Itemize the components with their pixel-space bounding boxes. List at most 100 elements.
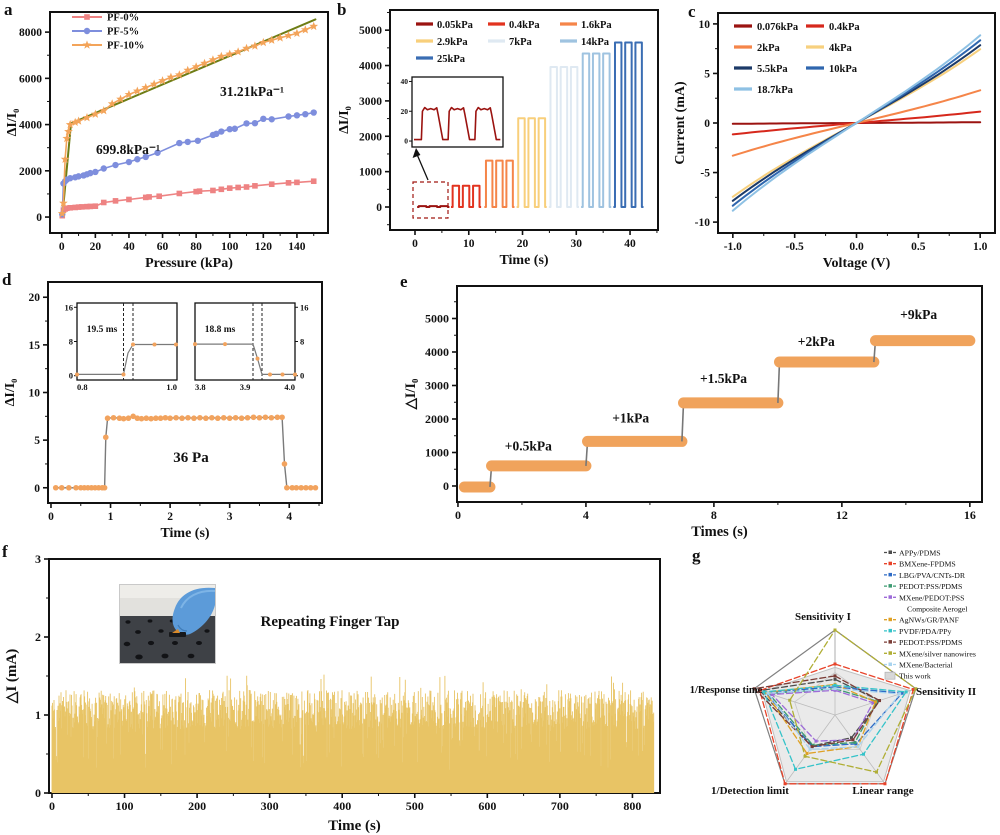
x-tick-label: -0.5 — [786, 241, 804, 253]
series-MXene/silver nanowires — [789, 629, 917, 773]
series-this-work — [761, 666, 911, 783]
chart-e-pressure-steps: 0 4 8 12 16 0 1000 2000 3000 4000 5000 Times (s) △I/… — [403, 285, 983, 540]
inset-ytick: 20 — [401, 107, 409, 116]
y-tick-label: 0 — [35, 786, 41, 800]
panel-letter-d: d — [2, 270, 12, 289]
y-tick-label: 10 — [29, 388, 41, 400]
panel-letter-c: c — [688, 2, 696, 21]
x-tick-label: 30 — [571, 238, 583, 250]
y-tick-label: 8000 — [19, 27, 42, 39]
y-tick-label: 5 — [704, 68, 710, 80]
annotation: 31.21kPa⁻¹ — [220, 84, 284, 99]
axes: 0 20 40 60 80 100 120 140 0 2000 4000 6000 8000 Press… — [5, 11, 329, 270]
x-tick-label: 1 — [108, 511, 114, 523]
axes: 0 10 20 30 40 0 1000 2000 3000 4000 5000 Time (s) ΔI… — [337, 9, 659, 268]
panel-a: a 0 20 40 60 80 100 120 140 0 2000 4000 6000 8000 Pre… — [0, 0, 330, 270]
legend-label: LBG/PVA/CNTs-DR — [899, 571, 966, 580]
legend-label: 4kPa — [829, 43, 853, 54]
y-tick-label: 5000 — [425, 311, 449, 325]
pulses-25kPa — [613, 41, 644, 209]
x-tick-label: 200 — [188, 799, 206, 813]
inset-xtick: 3.8 — [195, 382, 206, 392]
legend-label: MXene/silver nanowires — [899, 649, 976, 658]
legend-label: 0.076kPa — [757, 22, 799, 33]
step-label: +2kPa — [798, 334, 835, 349]
blue-glove-finger — [172, 587, 215, 635]
legend-label: 2.9kPa — [437, 37, 468, 48]
y-tick-label: 4000 — [425, 345, 449, 359]
x-tick-label: 20 — [517, 238, 529, 250]
legend-label: PF-10% — [107, 41, 144, 52]
chart-c-iv-curves: -1.0 -0.5 0.0 0.5 1.0 -10 -5 0 5 10 Voltage (V) Cur… — [673, 12, 996, 270]
axes: 0 1 2 3 4 0 5 10 15 20 Time (s) ΔI/I₀ — [3, 281, 323, 540]
x-tick-label: 16 — [964, 508, 976, 522]
iv-18.7kPa — [731, 34, 982, 212]
legend-label: 1.6kPa — [581, 20, 612, 31]
step-label: +1kPa — [612, 410, 649, 425]
y-tick-label: 1 — [35, 708, 41, 722]
panel-letter-a: a — [4, 0, 13, 19]
panel-d: d 0 1 2 3 4 0 5 10 15 20 Time (s) ΔI/I₀ 36 Pa 0 8 16 0.8… — [0, 270, 330, 540]
inset-xtick: 3.9 — [240, 382, 251, 392]
legend-label-cont: Composite Aerogel — [907, 605, 968, 614]
axis-sensitivity-1: Sensitivity I — [795, 611, 851, 623]
y-tick-label: 0 — [443, 479, 449, 493]
inset-xtick: 1.0 — [166, 382, 177, 392]
y-tick-label: 2000 — [359, 131, 382, 143]
inset-ytick: 40 — [401, 77, 409, 86]
chart-a-sensitivity: 0 20 40 60 80 100 120 140 0 2000 4000 6000 8000 Press… — [5, 11, 329, 270]
x-tick-label: 0 — [59, 241, 65, 253]
x-tick-label: 140 — [288, 241, 306, 253]
pulses-1.6kPa — [484, 159, 515, 209]
x-axis-label: Voltage (V) — [823, 256, 891, 270]
y-tick-label: 4000 — [359, 61, 382, 73]
y-tick-label: 10 — [699, 19, 711, 31]
finger-tap-photo-drawing — [120, 585, 215, 663]
chart-b-pressure-pulses: 0 10 20 30 40 0 1000 2000 3000 4000 5000 Time (s) ΔI… — [337, 9, 659, 268]
inset-pulses — [414, 106, 501, 141]
pulse-groups — [417, 41, 644, 209]
y-tick-label: 4000 — [19, 120, 42, 132]
pulses-0.05kPa — [417, 205, 450, 209]
panel-b: b 0 10 20 30 40 0 1000 2000 3000 4000 5000 Time (s)… — [330, 0, 670, 270]
response-trace — [52, 413, 319, 491]
x-tick-label: 100 — [116, 799, 134, 813]
y-tick-label: 0 — [376, 202, 382, 214]
series-MXene/Bacterial — [767, 688, 901, 751]
x-tick-label: 600 — [478, 799, 496, 813]
x-tick-label: 4 — [583, 508, 589, 522]
x-tick-label: 120 — [255, 241, 273, 253]
pulses-7kPa — [548, 65, 579, 209]
y-tick-label: 5000 — [359, 25, 382, 37]
series-APPy/PDMS — [759, 678, 881, 747]
radar-legend: APPy/PDMS BMXene-FPDMS LBG/PVA/CNTs-DR PEDO… — [884, 549, 976, 681]
axis-response-time: 1/Response time — [690, 685, 763, 696]
inset-zoom: 0 20 40 — [401, 76, 504, 148]
y-tick-label: 5 — [34, 435, 40, 447]
x-axis-label: Times (s) — [691, 524, 748, 540]
x-tick-label: 100 — [221, 241, 239, 253]
x-tick-label: 800 — [623, 799, 641, 813]
inset-ytick: 8 — [69, 337, 73, 347]
y-axis-label: ΔI/I₀ — [337, 106, 352, 134]
step-label: +1.5kPa — [700, 371, 747, 386]
x-tick-label: 10 — [463, 238, 475, 250]
legend-label: 2kPa — [757, 43, 781, 54]
y-tick-label: 0 — [704, 118, 710, 130]
y-tick-label: 2 — [35, 630, 41, 644]
zoom-arrow — [415, 151, 429, 181]
panel-f: f 0 100 200 300 400 500 600 700 800 0 1 2 3 Time (s) △… — [0, 540, 680, 835]
pulses-14kPa — [581, 52, 612, 209]
inset-ytick: 0 — [404, 137, 408, 146]
y-axis-label: ΔI/I₀ — [3, 379, 18, 407]
legend-label: MXene/PEDOT:PSS — [899, 593, 964, 602]
legend-label: PVDF/PDA/PPy — [899, 627, 952, 636]
legend-label: 10kPa — [829, 64, 858, 75]
inset-ytick: 16 — [300, 302, 309, 312]
x-tick-label: 4 — [286, 511, 292, 523]
x-tick-label: 2 — [167, 511, 173, 523]
legend-label: PF-0% — [107, 13, 139, 24]
x-tick-label: 80 — [190, 241, 202, 253]
legend-label: MXene/Bacterial — [899, 661, 954, 670]
